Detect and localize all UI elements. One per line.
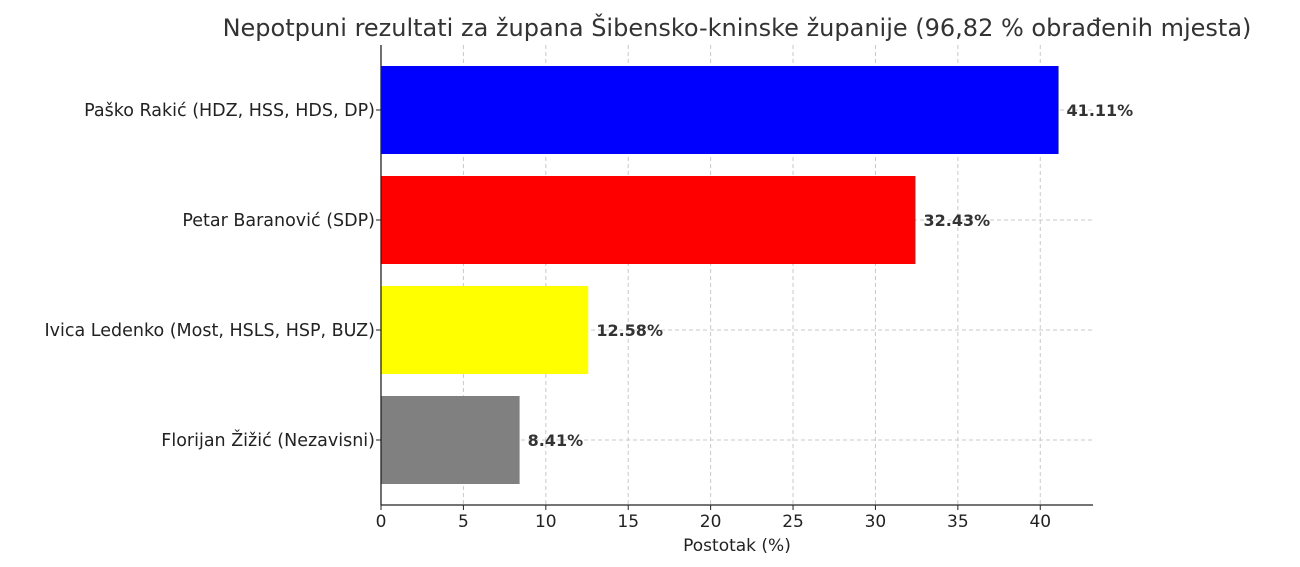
axes xyxy=(380,45,1093,506)
x-tick-label: 30 xyxy=(865,512,887,532)
x-tick-label: 0 xyxy=(376,512,387,532)
category-label: Paško Rakić (HDZ, HSS, HDS, DP) xyxy=(84,101,375,121)
category-label: Florijan Žižić (Nezavisni) xyxy=(161,429,375,451)
x-tick-label: 15 xyxy=(617,512,639,532)
value-labels: 41.11% 32.43% 12.58% 8.41% xyxy=(528,101,1134,450)
value-label: 12.58% xyxy=(596,321,663,340)
x-axis-label: Postotak (%) xyxy=(683,536,791,556)
bar xyxy=(381,286,589,374)
value-label: 8.41% xyxy=(528,431,584,450)
bar xyxy=(381,66,1059,154)
x-tick-label: 35 xyxy=(947,512,969,532)
chart-title: Nepotpuni rezultati za župana Šibensko-k… xyxy=(223,12,1252,42)
bar xyxy=(381,176,916,264)
x-tick-label: 10 xyxy=(535,512,557,532)
value-label: 32.43% xyxy=(923,211,990,230)
bar xyxy=(381,396,520,484)
category-label: Petar Baranović (SDP) xyxy=(182,211,375,231)
x-tick-label: 40 xyxy=(1029,512,1051,532)
category-label: Ivica Ledenko (Most, HSLS, HSP, BUZ) xyxy=(44,321,375,341)
x-ticks: 0 5 10 15 20 25 30 35 40 xyxy=(376,505,1051,532)
category-labels: Paško Rakić (HDZ, HSS, HDS, DP) Petar Bar… xyxy=(44,101,381,451)
value-label: 41.11% xyxy=(1067,101,1134,120)
bars xyxy=(381,66,1059,484)
x-tick-label: 20 xyxy=(700,512,722,532)
x-tick-label: 5 xyxy=(458,512,469,532)
x-tick-label: 25 xyxy=(782,512,804,532)
